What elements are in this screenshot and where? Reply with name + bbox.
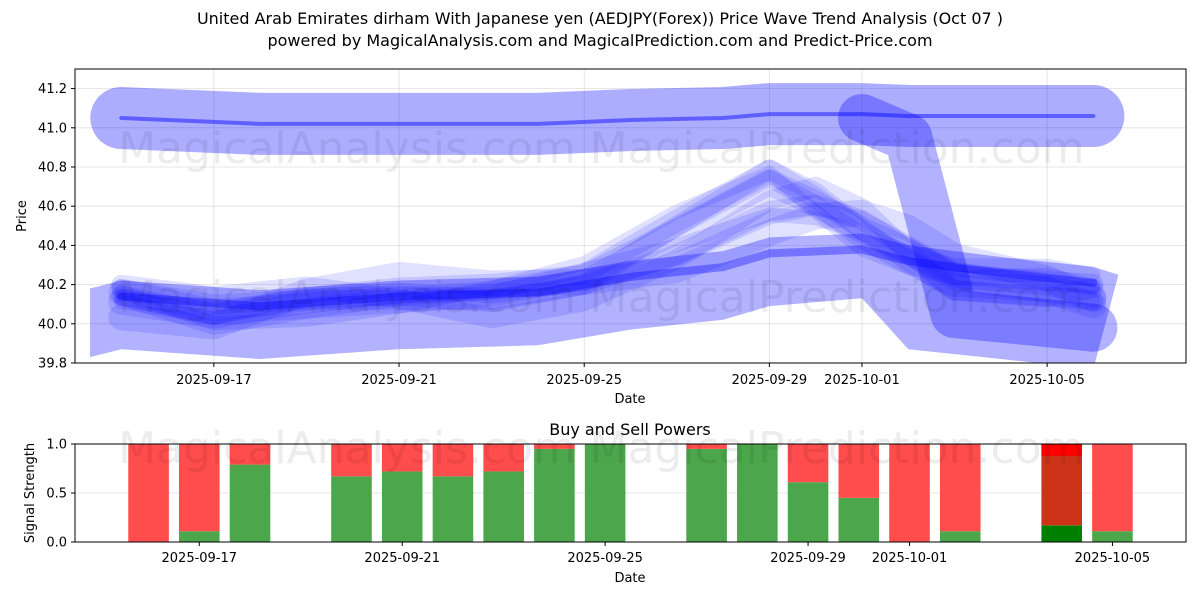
- price-wave-line: [108, 159, 1107, 325]
- buy-power-bar: [686, 448, 727, 542]
- power-xtick-label: 2025-09-25: [567, 551, 643, 566]
- buy-power-bar: [432, 476, 474, 542]
- chart-title: United Arab Emirates dirham With Japanes…: [196, 9, 1004, 28]
- power-xtick-label: 2025-09-21: [364, 551, 440, 566]
- price-upper-band-connector: [838, 94, 1118, 352]
- price-wave-line: [114, 201, 1101, 326]
- chart-subtitle: powered by MagicalAnalysis.com and Magic…: [267, 31, 933, 50]
- sell-power-bar: [686, 444, 727, 449]
- price-ylabel: Price: [15, 200, 30, 232]
- buy-power-bar: [1092, 531, 1133, 542]
- buy-power-bar: [331, 476, 372, 542]
- buy-power-bar: [737, 444, 778, 542]
- price-upper-wave-line: [119, 112, 1096, 126]
- watermark-text: MagicalPrediction.com: [590, 272, 1085, 323]
- buy-power-bar: [229, 464, 271, 542]
- power-xtick-label: 2025-10-01: [872, 551, 948, 566]
- price-wave-line: [108, 199, 1107, 340]
- price-xlabel: Date: [614, 392, 645, 407]
- sell-power-bar: [331, 444, 372, 477]
- buy-power-bar: [838, 497, 880, 542]
- watermark-text: MagicalAnalysis.com: [118, 272, 576, 323]
- price-wave-line: [111, 194, 1104, 325]
- price-core-trend-line: [117, 245, 1098, 311]
- price-wave-line: [114, 165, 1101, 331]
- price-ytick-label: 40.6: [38, 200, 67, 215]
- price-ytick-label: 41.0: [38, 121, 67, 136]
- price-wave-line: [114, 207, 1101, 335]
- price-wave-line: [111, 176, 1104, 329]
- sell-power-bar: [178, 444, 220, 532]
- price-xtick-label: 2025-10-01: [824, 373, 900, 388]
- watermark-text: MagicalPrediction.com: [590, 123, 1085, 174]
- power-ytick-label: 0.0: [46, 536, 67, 551]
- power-xtick-label: 2025-09-17: [162, 551, 238, 566]
- price-wave-line: [111, 159, 1104, 315]
- watermark-text: MagicalAnalysis.com: [118, 423, 576, 474]
- price-lower-band: [90, 233, 1119, 363]
- power-ytick-label: 0.5: [46, 487, 67, 502]
- sell-power-bar: [939, 444, 981, 532]
- sell-power-bar: [128, 444, 169, 542]
- power-xtick-label: 2025-09-29: [770, 551, 846, 566]
- buy-power-bar: [178, 531, 220, 542]
- sell-power-bar: [483, 444, 524, 472]
- power-xtick-label: 2025-10-05: [1075, 551, 1151, 566]
- price-wave-line: [114, 169, 1101, 321]
- price-ytick-label: 40.4: [38, 239, 67, 254]
- sell-power-bar: [838, 444, 880, 498]
- power-ytick-label: 1.0: [46, 438, 67, 453]
- buy-power-bar: [584, 444, 626, 542]
- price-ytick-label: 40.8: [38, 161, 67, 176]
- price-ytick-label: 40.0: [38, 317, 67, 332]
- sell-power-bar: [229, 444, 271, 465]
- power-xlabel: Date: [614, 571, 645, 586]
- price-plot-frame: [74, 68, 1187, 364]
- price-xtick-label: 2025-09-21: [361, 373, 437, 388]
- sell-power-bar: [787, 444, 829, 483]
- buy-power-bar: [381, 471, 423, 542]
- sell-power-bar: [1092, 444, 1133, 532]
- sell-power-bar: [1041, 444, 1083, 526]
- price-ytick-label: 40.2: [38, 278, 67, 293]
- sell-power-bar-top: [1041, 444, 1083, 456]
- sell-power-bar: [432, 444, 474, 477]
- price-ytick-label: 41.2: [38, 82, 67, 97]
- price-upper-band: [90, 83, 1125, 155]
- sell-power-bar: [381, 444, 423, 472]
- watermark-text: MagicalAnalysis.com: [118, 123, 576, 174]
- price-ytick-label: 39.8: [38, 357, 67, 372]
- buy-power-bar: [787, 482, 829, 542]
- price-xtick-label: 2025-09-17: [176, 373, 252, 388]
- power-chart-title: Buy and Sell Powers: [549, 420, 711, 439]
- watermark-text: MagicalPrediction.com: [590, 423, 1085, 474]
- power-ylabel: Signal Strength: [23, 443, 38, 543]
- buy-power-bar: [483, 471, 524, 542]
- buy-power-bar: [534, 448, 575, 542]
- buy-power-bar: [939, 531, 981, 542]
- sell-power-bar: [889, 444, 930, 542]
- price-xtick-label: 2025-09-25: [546, 373, 622, 388]
- price-xtick-label: 2025-09-29: [732, 373, 808, 388]
- buy-power-bar: [1041, 525, 1083, 542]
- sell-power-bar: [534, 444, 575, 449]
- price-wave-line: [108, 169, 1107, 329]
- price-xtick-label: 2025-10-05: [1009, 373, 1085, 388]
